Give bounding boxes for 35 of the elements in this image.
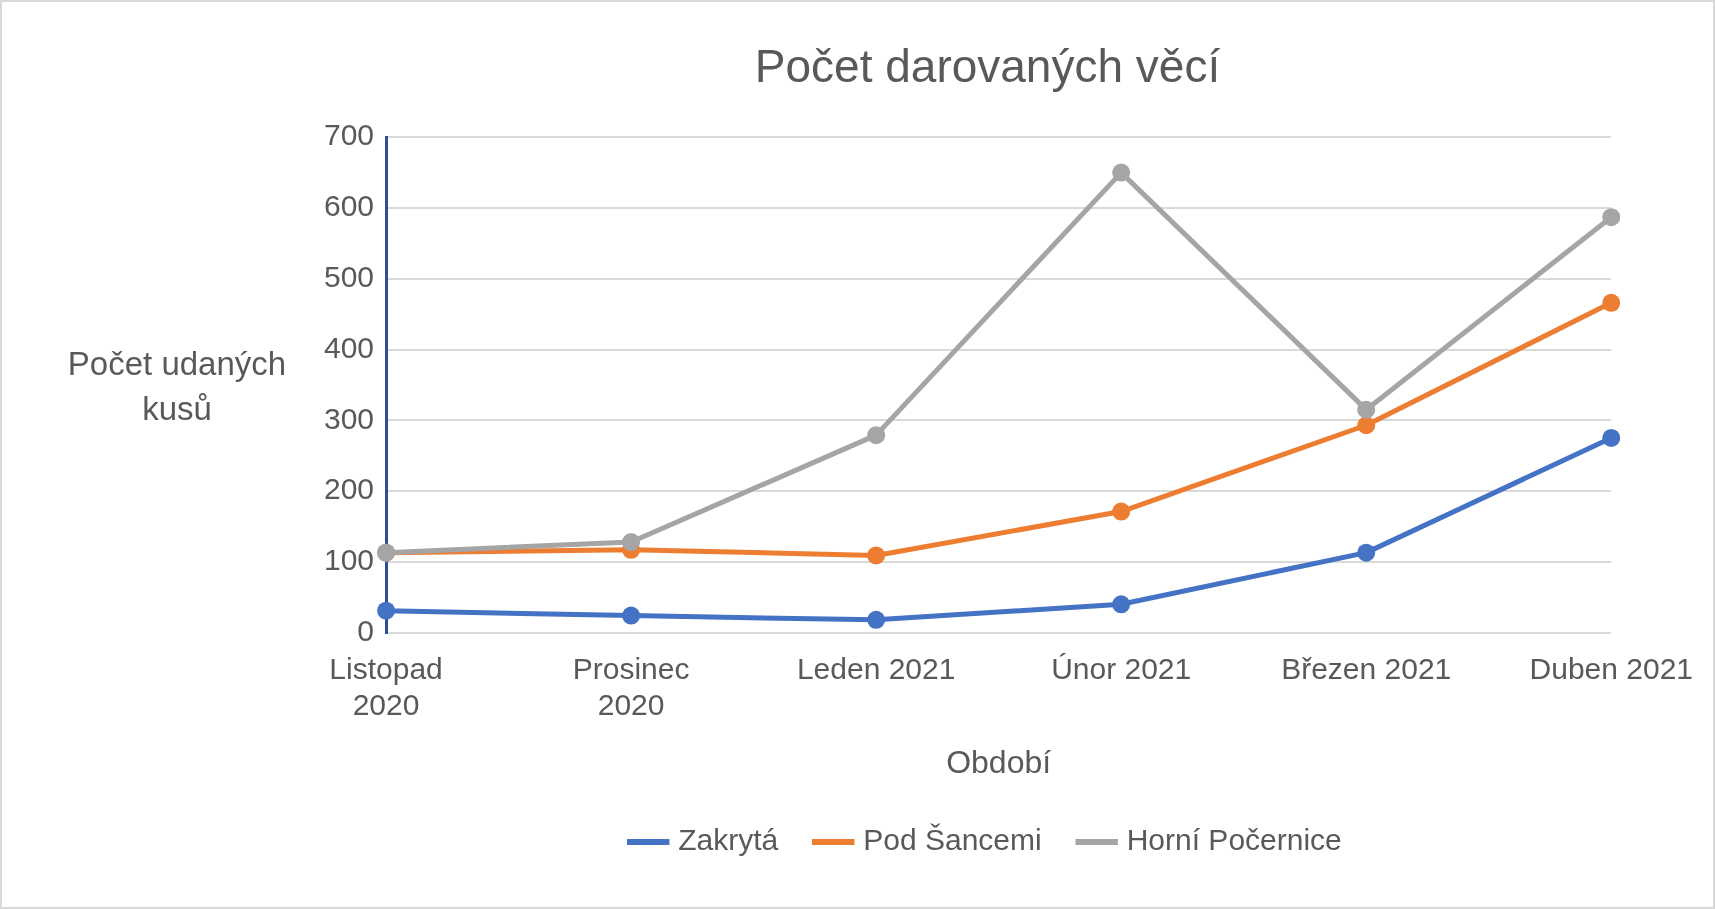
point [1602, 208, 1621, 227]
y-tick-label: 100 [323, 543, 375, 577]
point [1602, 293, 1621, 312]
x-tick-label: Listopad 2020 [329, 651, 443, 721]
y-tick-label: 500 [323, 260, 375, 294]
legend-label: Horní Počernice [1126, 823, 1342, 857]
x-tick-label: Únor 2021 [1051, 651, 1192, 685]
x-axis-title: Období [946, 743, 1052, 780]
point [377, 601, 396, 620]
y-tick-label: 300 [323, 401, 375, 435]
legend-label: Zakrytá [678, 823, 779, 857]
x-tick-label: Březen 2021 [1281, 651, 1452, 685]
point [1357, 543, 1376, 562]
point [1357, 400, 1376, 419]
point [622, 533, 641, 552]
point [1602, 428, 1621, 447]
chart-title: Počet darovaných věcí [754, 40, 1221, 93]
y-tick-label: 400 [323, 330, 375, 364]
point [1357, 416, 1376, 435]
y-tick-label: 700 [323, 118, 375, 152]
point [1112, 502, 1131, 521]
x-tick-label: Duben 2021 [1529, 651, 1693, 685]
point [867, 546, 886, 565]
y-tick-label: 200 [323, 472, 375, 506]
x-tick-label: Leden 2021 [796, 651, 956, 685]
point [1112, 595, 1131, 614]
legend-label: Pod Šancemi [863, 823, 1042, 857]
point [867, 426, 886, 445]
point [867, 610, 886, 629]
point [1112, 163, 1131, 182]
point [622, 606, 641, 625]
x-tick-label: Prosinec 2020 [572, 651, 690, 721]
y-tick-label: 600 [323, 189, 375, 223]
y-axis-title: Počet udaných kusů [66, 344, 288, 429]
y-tick-label: 0 [357, 613, 375, 647]
